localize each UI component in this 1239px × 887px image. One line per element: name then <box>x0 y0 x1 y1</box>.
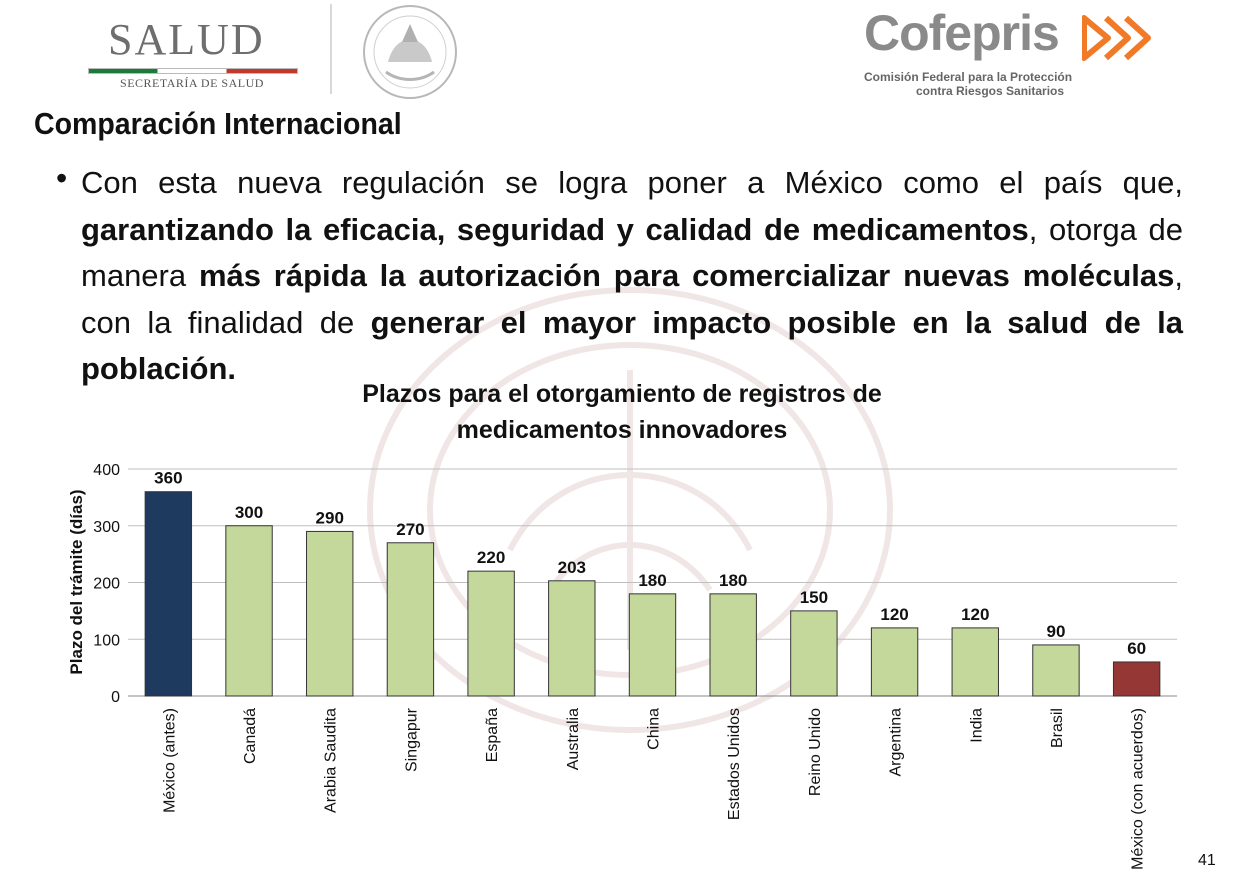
bar-value-label: 220 <box>477 548 505 567</box>
y-tick-label: 400 <box>93 462 120 479</box>
bar <box>225 525 273 697</box>
chart-title-line-1: Plazos para el otorgamiento de registros… <box>362 380 882 408</box>
bar <box>870 627 919 697</box>
category-label: Reino Unido <box>807 708 824 796</box>
cofepris-logo: Cofepris Comisión Federal para la Protec… <box>860 4 1160 104</box>
y-tick-label: 200 <box>93 576 120 593</box>
bar-value-label: 180 <box>638 571 666 590</box>
bar <box>144 491 193 697</box>
bar <box>1112 661 1161 697</box>
bullet-text: Con esta nueva regulación se logra poner… <box>81 160 1183 393</box>
bullet-bold-efficacy: garantizando la eficacia, seguridad y ca… <box>81 211 1029 247</box>
bar-value-label: 180 <box>719 571 747 590</box>
bar <box>306 530 354 697</box>
cofepris-subtitle-1: Comisión Federal para la Protección <box>864 70 1073 84</box>
category-label: Canadá <box>242 708 259 764</box>
national-seal-icon <box>363 5 457 99</box>
y-tick-label: 100 <box>93 632 120 649</box>
bar-value-label: 203 <box>558 558 586 577</box>
category-label: China <box>646 708 663 750</box>
chart-title: Plazos para el otorgamiento de registros… <box>322 376 922 448</box>
bullet-bold-impact: generar el mayor impacto posible en la s… <box>81 304 1183 387</box>
bar-value-label: 60 <box>1127 639 1146 658</box>
flag-bar <box>88 68 298 74</box>
header-divider <box>330 4 332 94</box>
category-label: Argentina <box>888 708 905 777</box>
bullet-bold-authorization: más rápida la autorización para comercia… <box>198 258 1175 293</box>
y-tick-label: 0 <box>111 689 120 706</box>
bar <box>951 627 999 697</box>
bar-value-label: 150 <box>800 588 828 607</box>
bar-value-label: 120 <box>880 605 908 624</box>
y-tick-label: 300 <box>93 519 120 536</box>
y-axis-label: Plazo del trámite (días) <box>67 489 86 674</box>
category-labels: México (antes) Canadá Arabia Saudita Singap… <box>161 707 1146 870</box>
cofepris-name: Cofepris <box>864 5 1060 61</box>
bar-value-label: 120 <box>961 605 989 624</box>
bullet-text-part: , otorga de manera <box>81 211 1183 294</box>
chart-title-line-2: medicamentos innovadores <box>456 416 788 444</box>
bar <box>709 593 757 697</box>
category-label: España <box>484 708 501 762</box>
bar-value-label: 360 <box>154 469 182 488</box>
value-labels: 360 300 290 270 220 203 180 180 150 120 120 90 60 <box>154 469 1146 658</box>
section-title: Comparación Internacional <box>34 106 402 141</box>
bar <box>1032 644 1080 697</box>
bar <box>628 593 677 697</box>
bar-value-label: 300 <box>235 503 263 522</box>
category-label: México (antes) <box>161 708 178 813</box>
category-label: Australia <box>565 708 582 770</box>
bar-value-label: 290 <box>316 508 344 527</box>
slide-header: SALUD SECRETARÍA DE SALUD Cofepris Comis… <box>0 0 1239 110</box>
salud-subtitle: SECRETARÍA DE SALUD <box>120 76 264 90</box>
category-label: India <box>968 708 985 743</box>
category-label: Brasil <box>1049 708 1066 748</box>
cofepris-arrows-icon <box>1082 15 1151 61</box>
category-label: México (con acuerdos) <box>1130 708 1147 870</box>
category-label: Arabia Saudita <box>323 708 340 813</box>
category-label: Singapur <box>403 707 420 772</box>
salud-title: SALUD <box>108 15 265 64</box>
bar-value-label: 270 <box>396 520 424 539</box>
y-axis-ticks: 0 100 200 300 400 <box>93 462 120 706</box>
bullet-text-part: , con la finalidad de <box>81 258 1183 340</box>
bullet-marker: • <box>56 160 68 196</box>
page-number: 41 <box>1198 852 1216 869</box>
cofepris-subtitle-2: contra Riesgos Sanitarios <box>916 84 1065 98</box>
bar <box>548 580 596 697</box>
bar-value-label: 90 <box>1047 622 1066 641</box>
salud-logo: SALUD SECRETARÍA DE SALUD <box>88 8 303 90</box>
bullet-text-part: Con esta nueva regulación se logra poner… <box>81 165 1183 200</box>
bars <box>144 491 1161 697</box>
category-label: Estados Unidos <box>726 708 743 820</box>
bar <box>467 570 515 697</box>
bar <box>386 542 435 697</box>
bar <box>790 610 838 697</box>
